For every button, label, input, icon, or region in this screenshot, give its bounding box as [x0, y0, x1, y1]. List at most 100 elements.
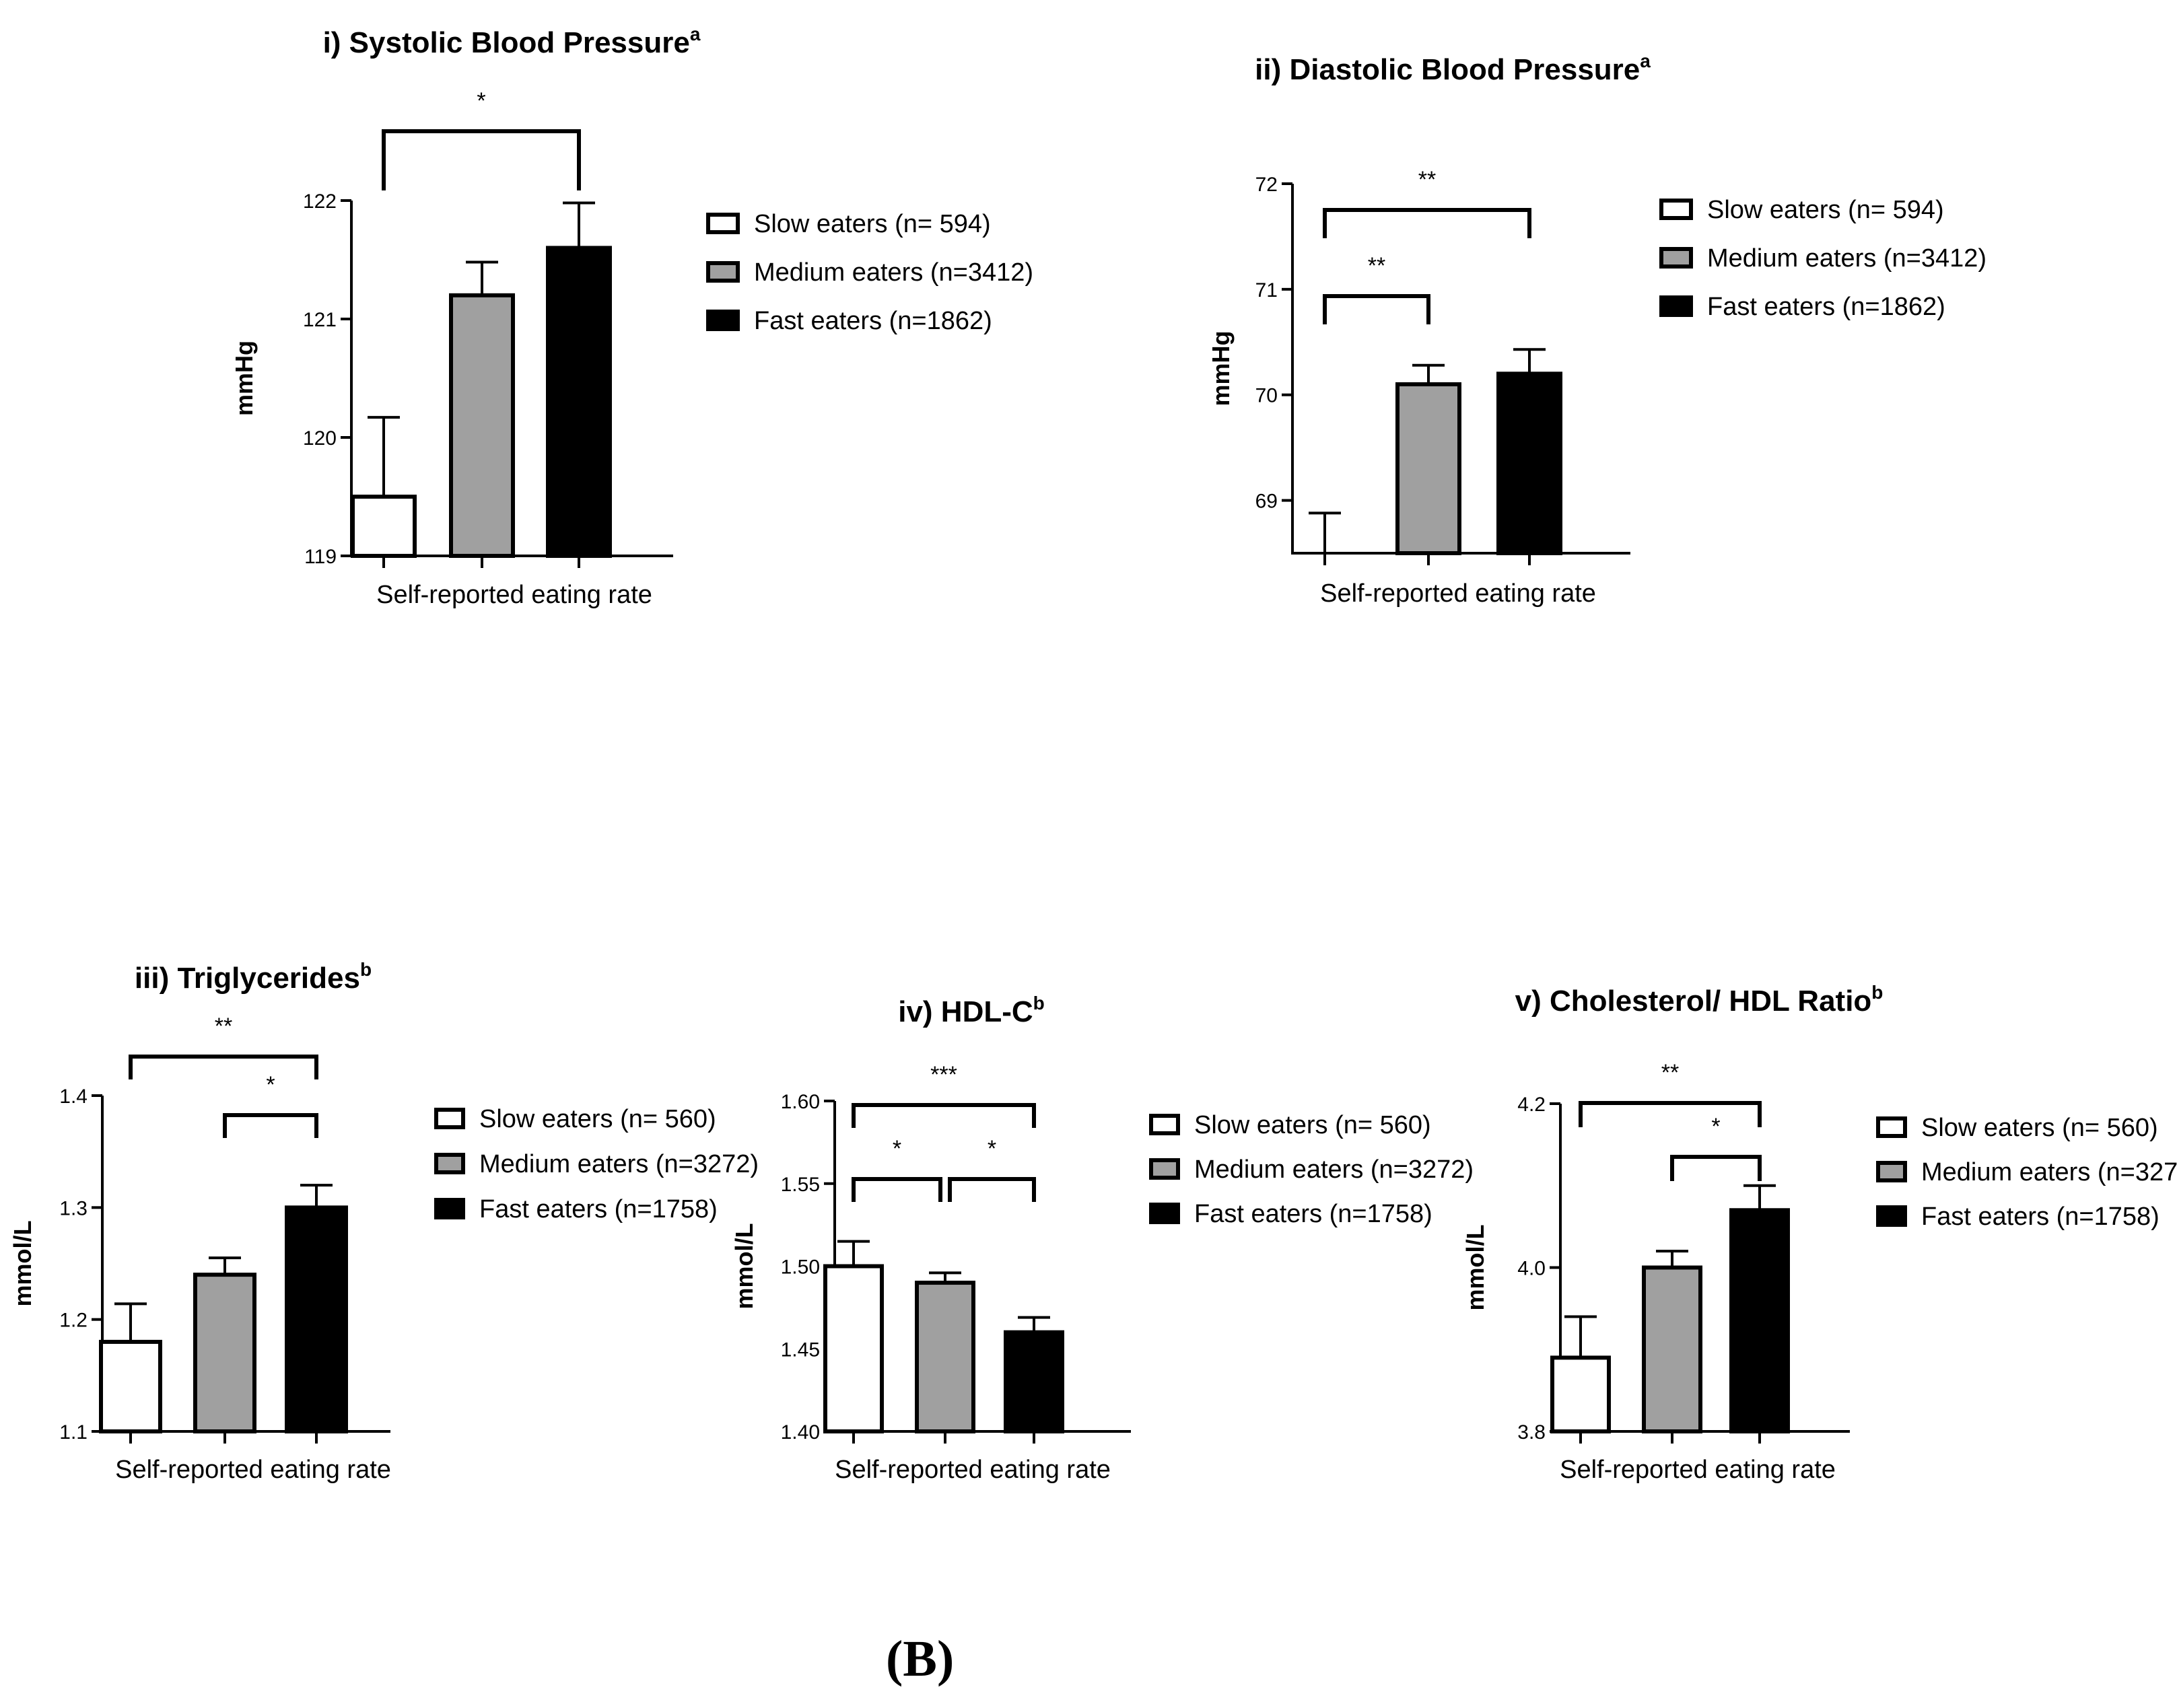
- y-tick-label: 1.45: [781, 1339, 820, 1361]
- legend-swatch-slow: [1149, 1114, 1180, 1135]
- y-tick-label: 1.50: [781, 1256, 820, 1279]
- chart-title-text: ii) Diastolic Blood Pressure: [1255, 53, 1640, 86]
- y-axis-label: mmol/L: [9, 1220, 36, 1306]
- legend-swatch-medium: [1659, 247, 1693, 269]
- legend-label: Fast eaters (n=1758): [1194, 1200, 1432, 1228]
- chart-panel-2: ii) Diastolic Blood Pressurea 69 70 71 72 mmH…: [1207, 50, 1986, 608]
- bar-slow: [99, 1339, 162, 1434]
- bar-medium: [1395, 382, 1461, 555]
- legend-label: Fast eaters (n=1758): [479, 1195, 718, 1223]
- bar-fast: [1496, 371, 1562, 555]
- significance-bracket: [1670, 1155, 1762, 1181]
- bar-medium: [1642, 1265, 1702, 1433]
- legend-swatch-medium: [1876, 1161, 1907, 1182]
- bar-slow: [1550, 1355, 1611, 1434]
- chart-title-text: v) Cholesterol/ HDL Ratio: [1515, 985, 1872, 1018]
- significance-bracket: [948, 1177, 1036, 1202]
- significance-label: *: [893, 1136, 901, 1162]
- legend-label: Slow eaters (n= 560): [479, 1105, 716, 1133]
- chart-title-superscript: b: [360, 959, 372, 980]
- chart-panel-3: iii) Triglyceridesb 1.1 1.2 1.3 1.4 mmol/L Sel…: [9, 959, 759, 1484]
- y-tick-label: 1.1: [59, 1421, 88, 1444]
- legend-swatch-fast: [1876, 1205, 1907, 1227]
- legend-swatch-medium: [434, 1153, 465, 1174]
- chart-title: i) Systolic Blood Pressurea: [323, 24, 701, 59]
- bar-medium: [449, 293, 515, 558]
- legend-label: Medium eaters (n=3272): [1921, 1158, 2177, 1186]
- y-axis-label: mmHg: [230, 341, 258, 416]
- legend-swatch-fast: [706, 310, 740, 331]
- chart-title-superscript: b: [1871, 982, 1883, 1003]
- chart-title: iv) HDL-Cb: [898, 993, 1045, 1028]
- significance-label: *: [988, 1136, 996, 1162]
- bar-slow: [823, 1264, 884, 1433]
- chart-title: ii) Diastolic Blood Pressurea: [1255, 50, 1651, 86]
- y-tick-label: 120: [303, 427, 337, 450]
- significance-bracket: [852, 1177, 942, 1202]
- legend-swatch-slow: [434, 1108, 465, 1129]
- y-tick-label: 3.8: [1517, 1421, 1546, 1444]
- significance-bracket: [1323, 294, 1430, 324]
- chart-title: v) Cholesterol/ HDL Ratiob: [1515, 982, 1884, 1018]
- panel-label: (B): [886, 1631, 955, 1687]
- y-tick-label: 4.0: [1517, 1258, 1546, 1280]
- significance-label: *: [266, 1072, 275, 1098]
- legend-swatch-slow: [706, 213, 740, 234]
- legend-swatch-fast: [1659, 295, 1693, 317]
- y-tick-label: 122: [303, 190, 337, 213]
- chart-panel-5: v) Cholesterol/ HDL Ratiob 3.8 4.0 4.2 mmol/…: [1461, 982, 2177, 1484]
- legend-swatch-slow: [1876, 1116, 1907, 1138]
- chart-title: iii) Triglyceridesb: [135, 959, 372, 995]
- y-tick-label: 1.55: [781, 1174, 820, 1196]
- chart-title-text: i) Systolic Blood Pressure: [323, 26, 690, 59]
- legend-label: Fast eaters (n=1862): [1707, 293, 1945, 321]
- y-tick-label: 70: [1255, 385, 1278, 407]
- y-tick-label: 119: [304, 546, 337, 568]
- bar-medium: [193, 1273, 256, 1433]
- legend-swatch-medium: [1149, 1158, 1180, 1180]
- chart-title-text: iii) Triglycerides: [135, 962, 360, 995]
- legend-label: Slow eaters (n= 594): [1707, 196, 1944, 224]
- legend-label: Slow eaters (n= 594): [754, 210, 991, 238]
- legend-label: Fast eaters (n=1758): [1921, 1203, 2159, 1231]
- chart-title-text: iv) HDL-C: [898, 995, 1033, 1028]
- bar-medium: [915, 1281, 975, 1434]
- legend-swatch-medium: [706, 261, 740, 283]
- y-axis-label: mmol/L: [730, 1223, 758, 1309]
- x-axis-label: Self-reported eating rate: [1560, 1456, 1836, 1484]
- bar-slow: [351, 495, 417, 558]
- significance-bracket: [852, 1103, 1036, 1128]
- y-tick-label: 71: [1255, 279, 1278, 301]
- significance-bracket: [129, 1055, 318, 1079]
- y-tick-label: 72: [1255, 174, 1278, 196]
- y-tick-label: 4.2: [1517, 1094, 1546, 1116]
- chart-title-superscript: a: [690, 24, 701, 44]
- y-tick-label: 1.2: [59, 1310, 88, 1332]
- significance-label: *: [1711, 1114, 1720, 1139]
- significance-label: **: [1368, 253, 1385, 279]
- legend-label: Medium eaters (n=3412): [754, 258, 1033, 287]
- x-axis-label: Self-reported eating rate: [376, 581, 652, 609]
- x-axis-label: Self-reported eating rate: [115, 1456, 391, 1484]
- significance-label: **: [1661, 1060, 1679, 1086]
- legend-label: Medium eaters (n=3272): [1194, 1155, 1474, 1184]
- chart-title-superscript: a: [1640, 50, 1651, 71]
- y-axis-label: mmHg: [1207, 330, 1235, 406]
- y-axis-label: mmol/L: [1461, 1224, 1489, 1310]
- chart-panel-4: iv) HDL-Cb 1.40 1.45 1.50 1.55 1.60 mmol/L Self…: [730, 993, 1474, 1484]
- legend-label: Medium eaters (n=3272): [479, 1150, 759, 1178]
- significance-bracket: [1323, 208, 1531, 238]
- significance-bracket: [1579, 1101, 1762, 1127]
- y-tick-label: 69: [1255, 491, 1278, 513]
- legend-swatch-fast: [1149, 1203, 1180, 1224]
- bar-fast: [546, 246, 612, 558]
- legend-label: Slow eaters (n= 560): [1921, 1114, 2158, 1142]
- bar-fast: [285, 1205, 348, 1434]
- significance-bracket: [382, 129, 581, 190]
- bar-fast: [1729, 1208, 1790, 1434]
- legend-label: Medium eaters (n=3412): [1707, 244, 1986, 273]
- significance-label: *: [477, 88, 485, 114]
- x-axis-label: Self-reported eating rate: [1320, 579, 1596, 608]
- y-tick-label: 1.4: [59, 1086, 88, 1108]
- bar-fast: [1004, 1330, 1064, 1433]
